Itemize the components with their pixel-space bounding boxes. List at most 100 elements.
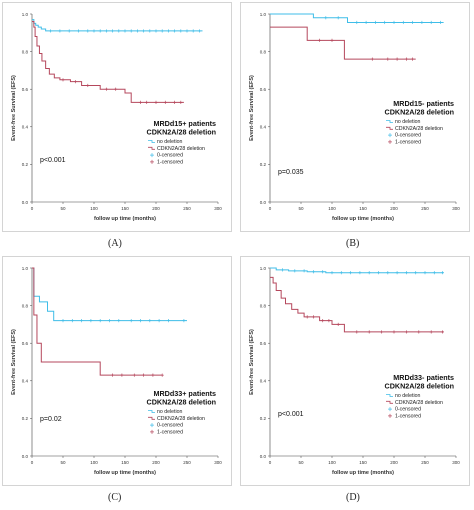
y-axis-label: Event-free Survival (EFS) [249, 75, 255, 141]
panel-b: 0.0 0.2 0.4 0.6 0.8 1.0 0 50 100 150 200 250 300 foll… [240, 2, 472, 234]
legend-swatch [386, 400, 393, 404]
y-axis-label: Event-free Survival (EFS) [249, 329, 255, 395]
p-value-label: p=0.02 [40, 416, 62, 423]
y-tick-label: 0.4 [22, 379, 29, 384]
series-line-no-deletion [32, 19, 203, 32]
panel-label-b: (B) [346, 238, 360, 249]
panel-a-frame [2, 2, 232, 232]
y-tick-label: 0.0 [22, 454, 29, 459]
x-tick-label: 200 [152, 206, 160, 211]
y-tick-label: 1.0 [22, 266, 29, 271]
legend-entry: CDKN2A/28 deletion [157, 416, 205, 422]
legend-swatch [386, 126, 393, 130]
x-tick-label: 250 [183, 460, 191, 465]
series-line-cdkn2a-deletion [270, 276, 444, 333]
chart-title-line: CDKN2A/28 deletion [147, 128, 217, 137]
x-tick-label: 50 [298, 460, 304, 465]
series-line-cdkn2a-deletion [270, 26, 416, 60]
km-chart-b: 0.0 0.2 0.4 0.6 0.8 1.0 0 50 100 150 200 250 300 foll… [249, 12, 460, 222]
x-tick-label: 100 [90, 460, 98, 465]
y-tick-label: 0.6 [22, 87, 29, 92]
x-axis-label: follow up time (months) [94, 216, 156, 222]
legend-entry: no deletion [157, 409, 182, 415]
x-tick-label: 50 [60, 206, 66, 211]
x-tick-label: 150 [121, 206, 129, 211]
x-tick-label: 0 [269, 206, 272, 211]
legend-swatch [386, 394, 393, 397]
legend-entry: CDKN2A/28 deletion [157, 146, 205, 152]
legend-entry: 1-censored [157, 159, 183, 165]
panel-label-a: (A) [108, 238, 122, 249]
x-axis-label: follow up time (months) [332, 470, 394, 476]
legend-entry: no deletion [157, 139, 182, 145]
panel-c: 0.0 0.2 0.4 0.6 0.8 1.0 0 50 100 150 200 250 300 foll… [2, 256, 234, 488]
legend-swatch [148, 146, 155, 150]
p-value-label: p<0.001 [40, 157, 66, 164]
y-tick-label: 0.0 [260, 454, 267, 459]
legend-entry: no deletion [395, 393, 420, 399]
x-tick-label: 150 [359, 206, 367, 211]
y-tick-label: 0.2 [22, 416, 29, 421]
x-tick-label: 50 [298, 206, 304, 211]
y-tick-label: 1.0 [22, 12, 29, 17]
x-tick-label: 150 [121, 460, 129, 465]
km-chart-a: 0.0 0.2 0.4 0.6 0.8 1.0 0 50 100 150 200 250 300 foll… [11, 12, 222, 222]
x-tick-label: 100 [90, 206, 98, 211]
legend-swatch [386, 120, 393, 123]
legend-entry: 0-censored [157, 423, 183, 429]
x-tick-label: 200 [152, 460, 160, 465]
legend-entry: CDKN2A/28 deletion [395, 400, 443, 406]
p-value-label: p=0.035 [278, 169, 304, 176]
series-line-no-deletion [32, 267, 187, 322]
y-tick-label: 0.2 [260, 416, 267, 421]
y-tick-label: 0.8 [22, 303, 29, 308]
p-value-label: p<0.001 [278, 411, 304, 418]
series-line-no-deletion [270, 13, 444, 23]
x-tick-label: 300 [452, 460, 460, 465]
chart-title-line: CDKN2A/28 deletion [385, 108, 455, 117]
x-axis-label: follow up time (months) [94, 470, 156, 476]
legend-entry: no deletion [395, 119, 420, 125]
y-tick-label: 0.2 [22, 162, 29, 167]
y-tick-label: 0.0 [260, 200, 267, 205]
x-tick-label: 300 [214, 206, 222, 211]
x-axis-label: follow up time (months) [332, 216, 394, 222]
x-tick-label: 250 [183, 206, 191, 211]
legend-entry: 1-censored [395, 139, 421, 145]
panel-label-d: (D) [346, 492, 360, 503]
y-tick-label: 0.6 [22, 341, 29, 346]
x-tick-label: 200 [390, 460, 398, 465]
legend-entry: 0-censored [395, 133, 421, 139]
panel-d-frame [240, 256, 470, 486]
chart-title-line: CDKN2A/28 deletion [385, 382, 455, 391]
legend-entry: CDKN2A/28 deletion [395, 126, 443, 132]
y-tick-label: 0.6 [260, 341, 267, 346]
x-tick-label: 100 [328, 206, 336, 211]
panel-b-frame [240, 2, 470, 232]
y-tick-label: 1.0 [260, 12, 267, 17]
chart-title-line: CDKN2A/28 deletion [147, 398, 217, 407]
chart-title-line: MRDd15+ patients [153, 119, 216, 128]
y-tick-label: 0.0 [22, 200, 29, 205]
x-tick-label: 100 [328, 460, 336, 465]
x-tick-label: 0 [31, 460, 34, 465]
y-tick-label: 0.4 [22, 125, 29, 130]
legend-entry: 1-censored [157, 429, 183, 435]
x-tick-label: 0 [269, 460, 272, 465]
series-line-cdkn2a-deletion [32, 267, 163, 376]
panel-a: 0.0 0.2 0.4 0.6 0.8 1.0 0 50 100 150 200 250 300 foll… [2, 2, 234, 234]
y-axis-label: Event-free Survival (EFS) [11, 75, 17, 141]
y-tick-label: 0.6 [260, 87, 267, 92]
y-tick-label: 0.8 [260, 303, 267, 308]
y-axis-label: Event-free Survival (EFS) [11, 329, 17, 395]
legend-swatch [148, 416, 155, 420]
x-tick-label: 0 [31, 206, 34, 211]
chart-title-line: MRDd33- patients [393, 373, 454, 382]
x-tick-label: 250 [421, 206, 429, 211]
legend-swatch [148, 140, 155, 143]
chart-title-line: MRDd15- patients [393, 99, 454, 108]
chart-title-line: MRDd33+ patients [153, 389, 216, 398]
km-chart-d: 0.0 0.2 0.4 0.6 0.8 1.0 0 50 100 150 200 250 300 foll… [249, 266, 460, 476]
panel-c-frame [2, 256, 232, 486]
x-tick-label: 50 [60, 460, 66, 465]
